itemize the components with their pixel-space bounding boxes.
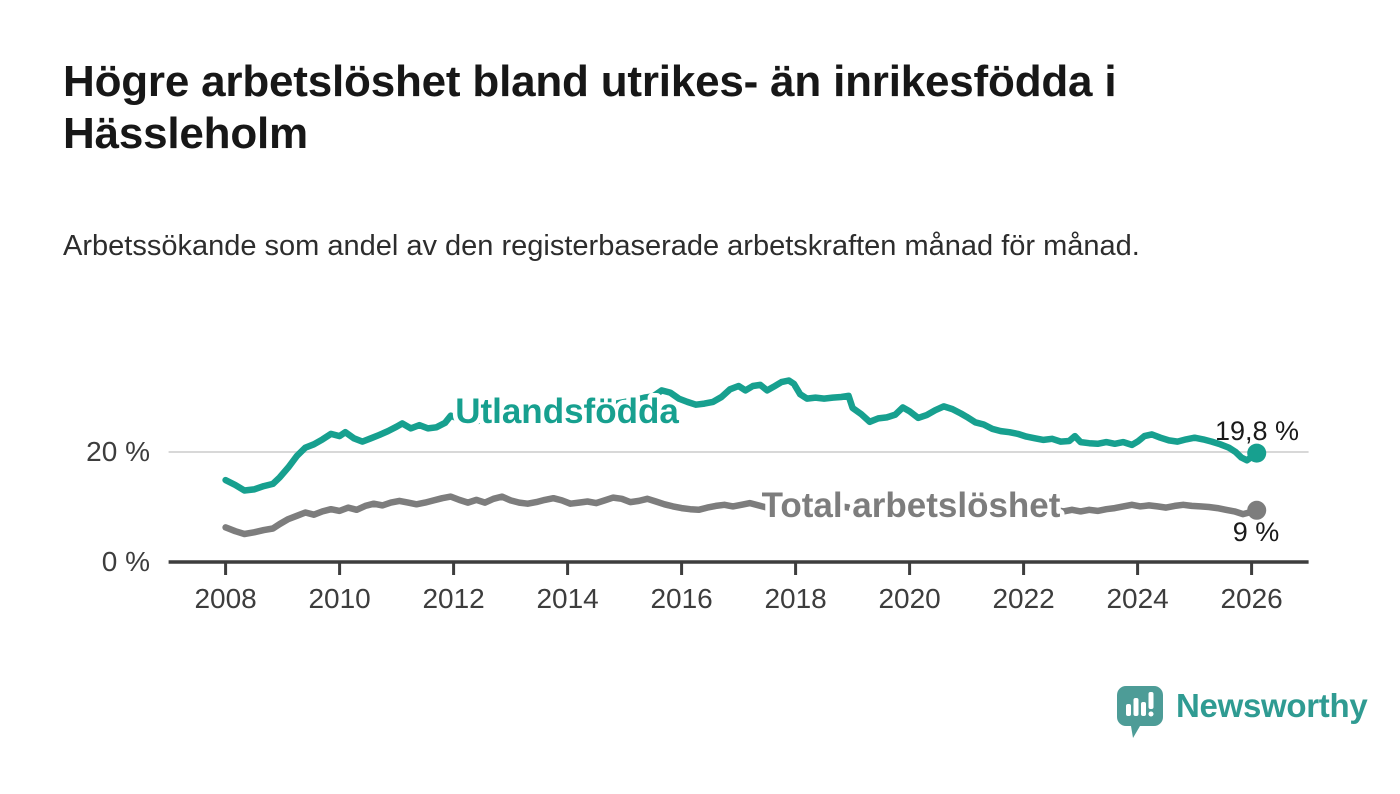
x-tick-label-2014: 2014 (536, 583, 598, 614)
end-dot-utlandsfodda (1247, 443, 1267, 463)
x-tick-label-2012: 2012 (422, 583, 484, 614)
x-tick-label-2008: 2008 (194, 583, 256, 614)
x-tick-label-2024: 2024 (1106, 583, 1168, 614)
x-tick-label-2022: 2022 (992, 583, 1054, 614)
unemployment-line-chart: 2008 2010 2012 2014 2016 2018 2020 2022 2024 2026… (86, 377, 1309, 614)
x-tick-label-2010: 2010 (308, 583, 370, 614)
end-value-label-utlandsfodda: 19,8 % (1215, 416, 1299, 446)
y-tick-label-20: 20 % (86, 436, 150, 467)
x-tick-label-2026: 2026 (1220, 583, 1282, 614)
newsworthy-logo: Newsworthy (1117, 686, 1368, 740)
x-tick-label-2018: 2018 (764, 583, 826, 614)
series-line-total (222, 493, 1260, 538)
end-value-label-total: 9 % (1233, 517, 1280, 547)
series-line-utlandsfodda (222, 377, 1260, 494)
bar-chart-speech-bubble-icon (1117, 686, 1163, 738)
end-dot-total (1247, 500, 1267, 520)
series-label-utlandsfodda: Utlandsfödda (455, 392, 679, 431)
y-tick-label-0: 0 % (102, 546, 150, 577)
chart-subtitle: Arbetssökande som andel av den registerb… (63, 230, 1140, 262)
page-title: Högre arbetslöshet bland utrikes- än inr… (63, 57, 1117, 158)
series-label-total: Total arbetslöshet (762, 486, 1061, 525)
x-tick-label-2016: 2016 (650, 583, 712, 614)
x-tick-label-2020: 2020 (878, 583, 940, 614)
newsworthy-logo-text: Newsworthy (1176, 687, 1368, 724)
